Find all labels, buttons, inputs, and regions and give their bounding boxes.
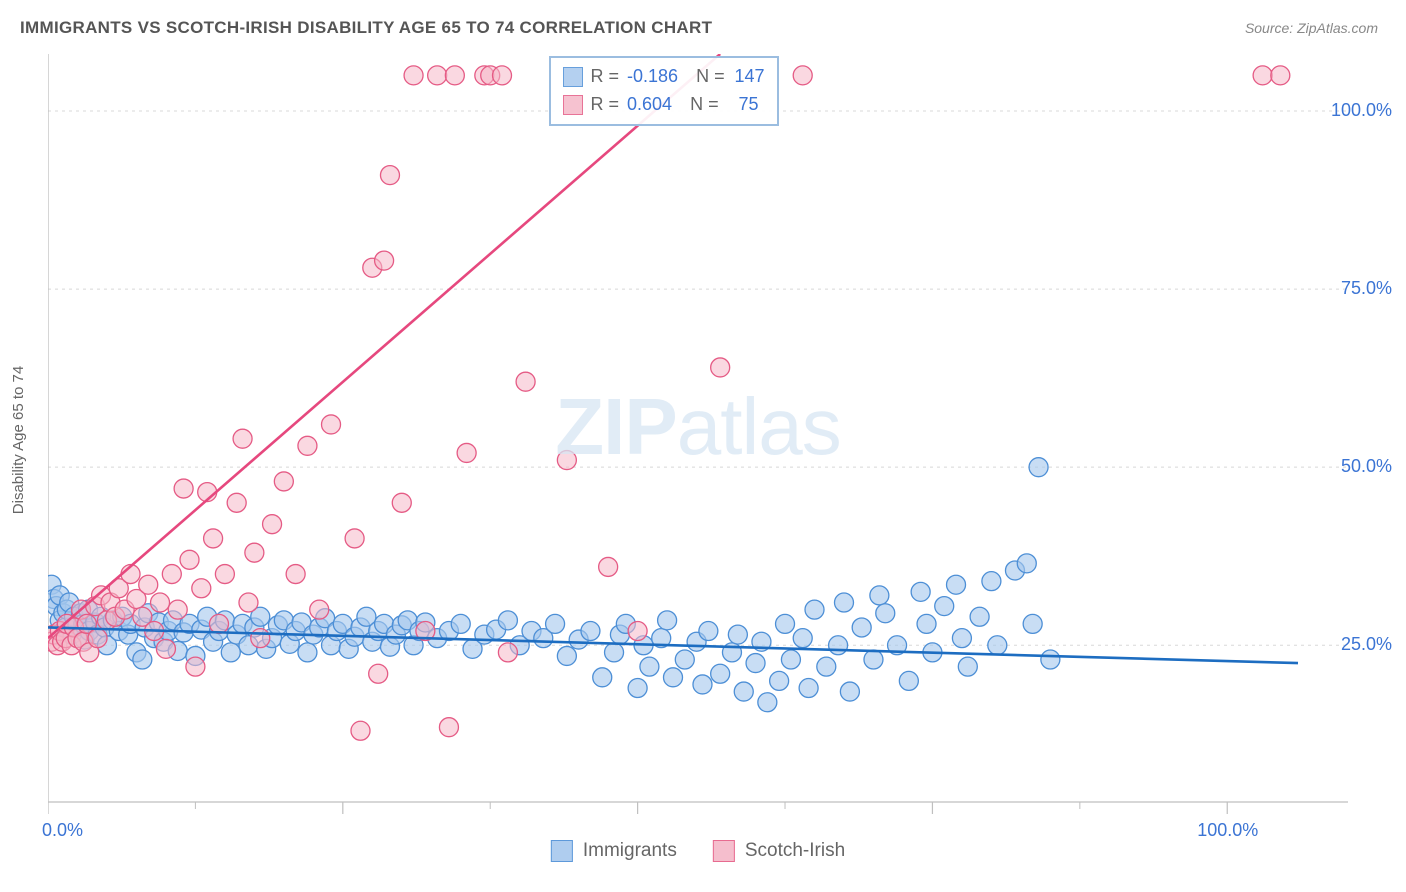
n-value: 75: [727, 91, 759, 119]
y-tick-label: 25.0%: [1341, 634, 1392, 655]
r-label: R =: [591, 63, 620, 91]
legend-swatch: [551, 840, 573, 862]
r-label: R =: [591, 91, 620, 119]
plot-area: ZIPatlas R = -0.186N = 147R = 0.604N = 7…: [48, 54, 1348, 832]
legend-stat-row: R = -0.186 N = 147: [563, 63, 765, 91]
n-value: 147: [733, 63, 765, 91]
legend-item: Scotch-Irish: [713, 840, 845, 862]
legend-item: Immigrants: [551, 840, 677, 862]
n-label: N =: [690, 91, 719, 119]
y-tick-label: 50.0%: [1341, 456, 1392, 477]
correlation-legend: R = -0.186 N = 147 R = 0.604 N = 75: [549, 56, 779, 126]
legend-swatch: [563, 67, 583, 87]
legend-series-name: Immigrants: [583, 840, 677, 862]
legend-swatch: [713, 840, 735, 862]
r-value: -0.186: [627, 63, 678, 91]
series-legend: Immigrants Scotch-Irish: [551, 840, 845, 862]
y-tick-label: 75.0%: [1341, 278, 1392, 299]
source-attribution: Source: ZipAtlas.com: [1245, 20, 1378, 36]
legend-stat-row: R = 0.604 N = 75: [563, 91, 765, 119]
x-tick-label-min: 0.0%: [42, 820, 83, 841]
y-axis-label: Disability Age 65 to 74: [10, 366, 27, 514]
chart-title: IMMIGRANTS VS SCOTCH-IRISH DISABILITY AG…: [20, 18, 712, 38]
y-tick-label: 100.0%: [1331, 100, 1392, 121]
x-tick-label-max: 100.0%: [1197, 820, 1258, 841]
legend-series-name: Scotch-Irish: [745, 840, 845, 862]
r-value: 0.604: [627, 91, 672, 119]
n-label: N =: [696, 63, 725, 91]
scatter-plot-svg: [48, 54, 1348, 832]
legend-swatch: [563, 95, 583, 115]
